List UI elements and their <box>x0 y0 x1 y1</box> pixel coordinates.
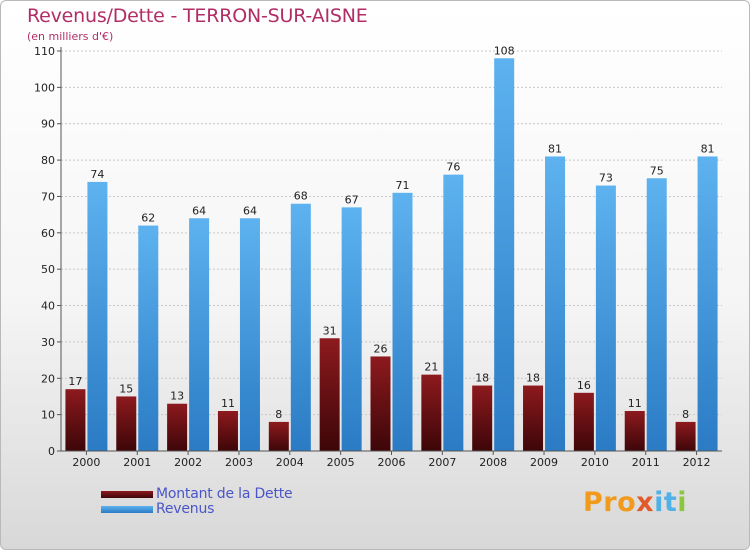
revenue-value-label: 108 <box>494 44 515 57</box>
y-tick-label: 30 <box>41 336 55 349</box>
y-tick-label: 100 <box>34 81 55 94</box>
x-tick-label: 2012 <box>683 456 711 469</box>
debt-bar <box>268 421 289 451</box>
revenue-bar <box>443 174 464 452</box>
x-tick-label: 2009 <box>530 456 558 469</box>
revenue-value-label: 81 <box>701 142 715 155</box>
debt-bar <box>624 411 645 451</box>
x-tick-label: 2002 <box>174 456 202 469</box>
y-tick-label: 110 <box>34 45 55 58</box>
y-tick-label: 10 <box>41 409 55 422</box>
debt-bar <box>116 396 137 451</box>
x-tick-label: 2010 <box>581 456 609 469</box>
revenue-value-label: 64 <box>243 204 257 217</box>
y-tick-label: 80 <box>41 154 55 167</box>
x-tick-label: 2003 <box>225 456 253 469</box>
revenue-value-label: 73 <box>599 172 613 185</box>
debt-bar <box>370 356 391 451</box>
legend-label-debt: Montant de la Dette <box>156 486 293 502</box>
debt-value-label: 18 <box>475 372 489 385</box>
debt-value-label: 18 <box>526 372 540 385</box>
revenue-bar <box>87 181 108 451</box>
revenue-bar <box>646 178 667 452</box>
debt-value-label: 8 <box>275 408 282 421</box>
x-tick-label: 2008 <box>479 456 507 469</box>
debt-bar <box>573 392 594 451</box>
x-tick-label: 2000 <box>72 456 100 469</box>
y-tick-label: 0 <box>48 445 55 458</box>
y-tick-label: 60 <box>41 227 55 240</box>
legend-swatch-debt <box>101 491 153 498</box>
debt-bar <box>167 403 188 451</box>
revenue-bar <box>239 218 260 451</box>
debt-bar <box>472 385 493 451</box>
debt-value-label: 13 <box>170 390 184 403</box>
revenue-value-label: 67 <box>345 193 359 206</box>
revenue-value-label: 75 <box>650 164 664 177</box>
debt-bar <box>675 421 696 451</box>
revenue-bar <box>392 192 413 451</box>
debt-bar <box>65 389 86 451</box>
revenue-value-label: 81 <box>548 142 562 155</box>
revenue-value-label: 74 <box>90 168 104 181</box>
debt-bar <box>523 385 544 451</box>
revenue-bar <box>189 218 210 451</box>
legend-label-revenue: Revenus <box>156 501 215 517</box>
x-tick-label: 2004 <box>276 456 304 469</box>
debt-bar <box>421 374 442 451</box>
x-tick-label: 2001 <box>123 456 151 469</box>
x-tick-label: 2006 <box>378 456 406 469</box>
debt-value-label: 16 <box>577 379 591 392</box>
revenue-value-label: 76 <box>446 161 460 174</box>
y-tick-label: 50 <box>41 263 55 276</box>
x-tick-label: 2005 <box>327 456 355 469</box>
y-tick-label: 90 <box>41 118 55 131</box>
revenue-value-label: 68 <box>294 190 308 203</box>
revenue-bar <box>341 207 362 451</box>
revenue-bar <box>595 185 616 451</box>
revenue-bar <box>494 58 515 451</box>
y-tick-label: 70 <box>41 190 55 203</box>
x-tick-label: 2011 <box>632 456 660 469</box>
revenue-value-label: 64 <box>192 204 206 217</box>
revenue-bar <box>697 156 718 452</box>
debt-value-label: 8 <box>682 408 689 421</box>
revenue-bar <box>138 225 159 451</box>
revenue-value-label: 62 <box>141 212 155 225</box>
y-tick-label: 40 <box>41 300 55 313</box>
revenue-bar <box>290 203 311 451</box>
debt-value-label: 11 <box>628 397 642 410</box>
debt-value-label: 21 <box>424 361 438 374</box>
debt-value-label: 17 <box>68 375 82 388</box>
debt-value-label: 11 <box>221 397 235 410</box>
chart-subtitle: (en milliers d'€) <box>27 30 114 43</box>
revenue-bar <box>545 156 566 452</box>
debt-bar <box>217 411 238 451</box>
x-tick-label: 2007 <box>428 456 456 469</box>
debt-value-label: 31 <box>323 324 337 337</box>
debt-value-label: 15 <box>119 382 133 395</box>
debt-value-label: 26 <box>374 342 388 355</box>
proxiti-logo: Proxiti <box>583 487 688 518</box>
legend-swatch-revenue <box>101 506 153 513</box>
revenue-value-label: 71 <box>396 179 410 192</box>
debt-bar <box>319 338 340 451</box>
chart-title: Revenus/Dette - TERRON-SUR-AISNE <box>27 5 368 27</box>
y-tick-label: 20 <box>41 372 55 385</box>
